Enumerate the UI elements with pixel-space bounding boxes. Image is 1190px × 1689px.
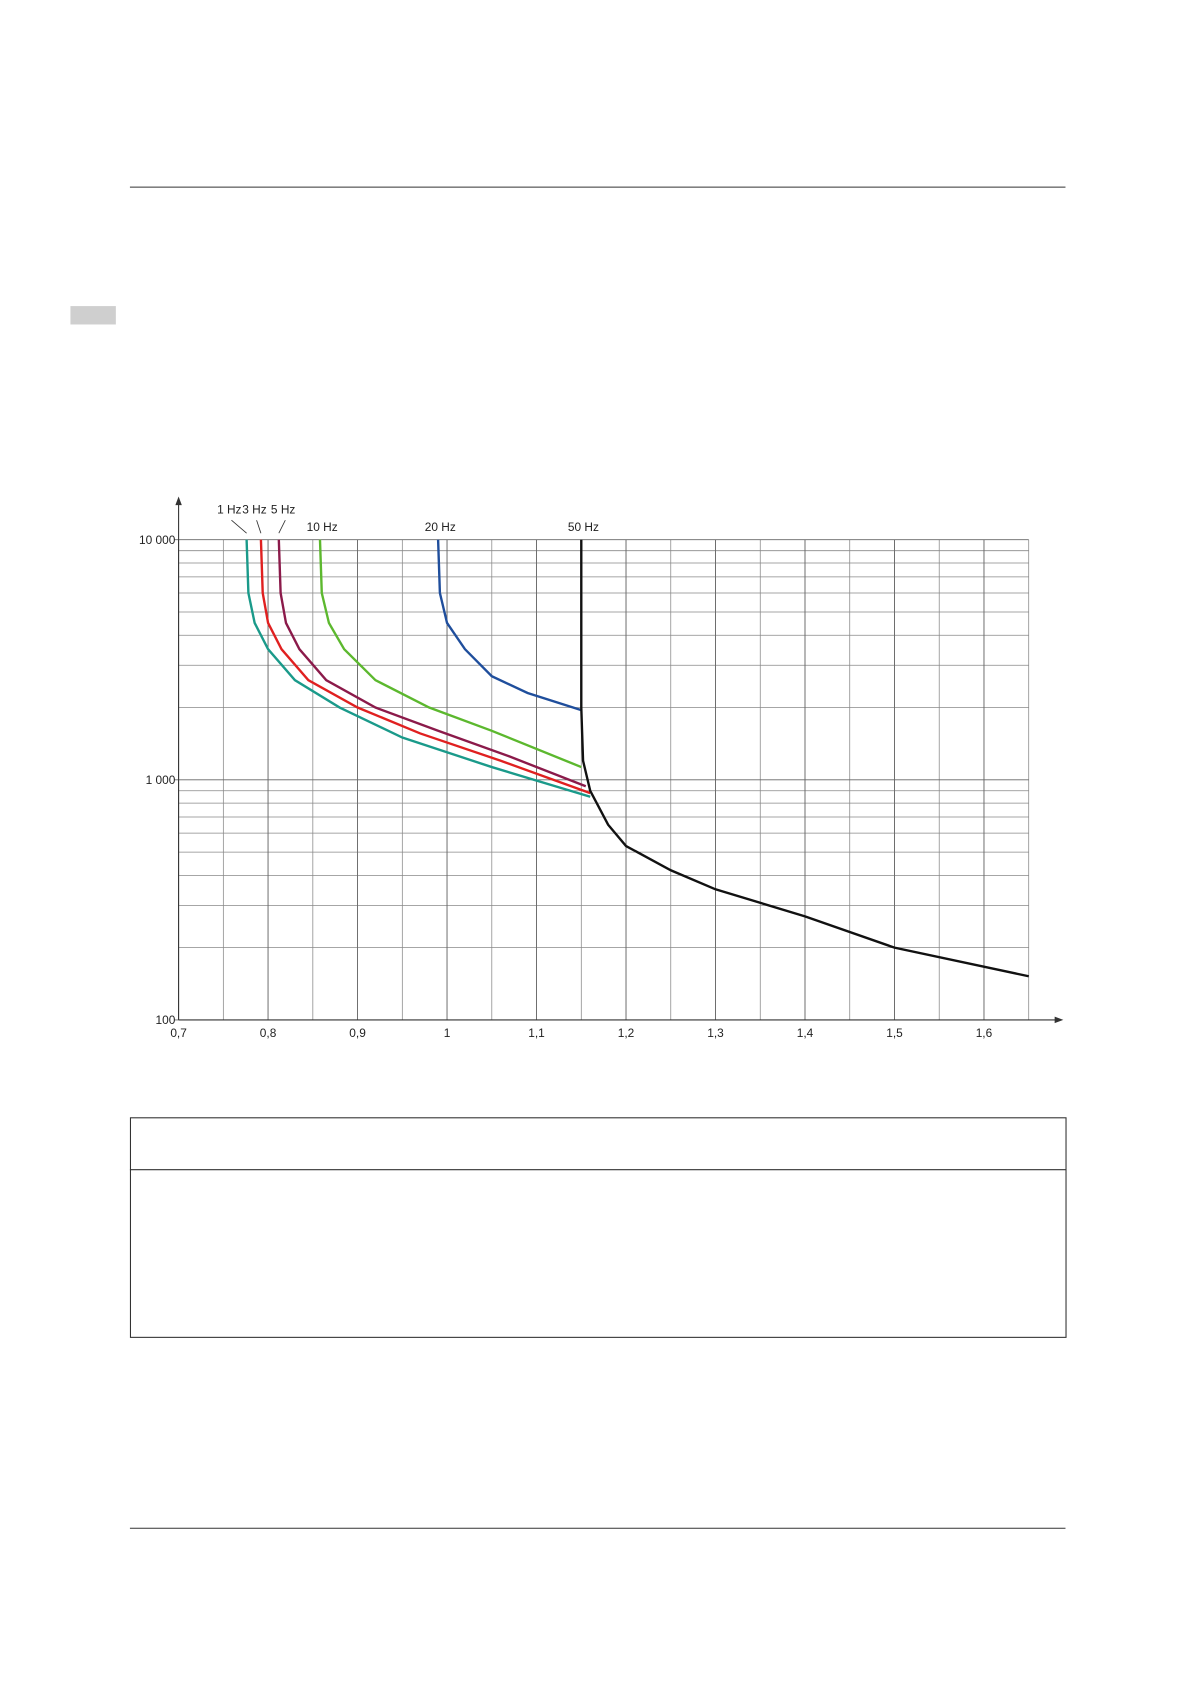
x-tick-label: 1,3	[707, 1026, 724, 1040]
series-line	[245, 539, 591, 798]
y-tick-label: 1 000	[146, 773, 176, 787]
curve-label: 1 Hz	[217, 503, 241, 517]
x-tick-label: 1,4	[797, 1026, 814, 1040]
x-tick-label: 0,9	[349, 1026, 366, 1040]
chart: 0,7 0,8 0,9 1 1,1 1,2 1,3 1,4 1,5 1,6 100 1 000 10 0…	[139, 496, 1064, 1040]
curve-label: 50 Hz	[568, 520, 599, 534]
label-arrow	[231, 519, 247, 534]
x-axis-arrow	[1054, 1016, 1064, 1024]
side-tab	[70, 306, 116, 325]
series-line	[318, 539, 582, 769]
y-tick-label: 10 000	[139, 533, 176, 547]
label-arrow	[278, 520, 286, 534]
y-tick-label: 100	[156, 1013, 176, 1027]
series-line	[436, 539, 582, 712]
curve-label: 20 Hz	[425, 520, 456, 534]
x-tick-label: 0,8	[260, 1026, 277, 1040]
series-line	[580, 539, 1029, 978]
series-line	[277, 539, 587, 788]
x-tick-label: 1,6	[976, 1026, 993, 1040]
x-tick-label: 1	[444, 1026, 451, 1040]
series-line	[259, 539, 591, 795]
x-tick-label: 1,5	[886, 1026, 903, 1040]
y-axis-arrow	[175, 496, 182, 506]
label-arrow	[256, 520, 262, 534]
note-box	[129, 1117, 1067, 1338]
curve-label: 10 Hz	[307, 520, 338, 534]
x-tick-label: 1,2	[618, 1026, 635, 1040]
curve-label: 5 Hz	[271, 503, 295, 517]
curve-label: 3 Hz	[242, 503, 266, 517]
x-tick-label: 1,1	[528, 1026, 545, 1040]
x-tick-label: 0,7	[170, 1026, 187, 1040]
